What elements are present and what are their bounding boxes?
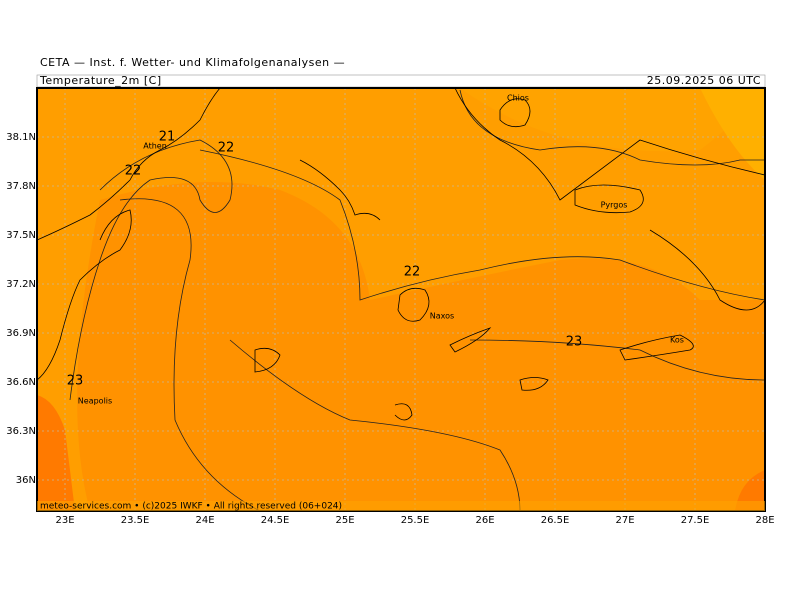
lat-label: 37.2N — [6, 279, 36, 290]
island — [394, 403, 413, 421]
contour — [459, 89, 765, 166]
island — [499, 98, 531, 128]
lat-label: 37.5N — [6, 230, 36, 241]
lat-label: 36.9N — [6, 328, 36, 339]
coastline — [37, 209, 132, 381]
grid — [37, 88, 765, 511]
place-label: Kos — [670, 336, 684, 345]
island — [519, 377, 549, 391]
contour-label: 21 — [159, 130, 176, 145]
lat-label: 36.6N — [6, 377, 36, 388]
lon-label: 27E — [615, 515, 634, 526]
lon-label: 23.5E — [121, 515, 150, 526]
contour-label: 23 — [67, 374, 84, 389]
lon-label: 28E — [755, 515, 774, 526]
contour-label: 22 — [218, 141, 235, 156]
contour — [229, 339, 521, 511]
contour — [69, 139, 233, 401]
place-label: Pyrgos — [601, 201, 628, 210]
field-cool — [700, 88, 765, 180]
island — [574, 184, 644, 214]
lon-label: 26.5E — [541, 515, 570, 526]
contour-label: 22 — [404, 265, 421, 280]
lat-label: 38.1N — [6, 132, 36, 143]
lat-label: 36N — [16, 475, 36, 486]
lon-label: 27.5E — [681, 515, 710, 526]
contour — [469, 339, 765, 381]
lon-label: 24E — [195, 515, 214, 526]
map-area — [37, 88, 765, 511]
place-label: Naxos — [430, 312, 454, 321]
contour — [199, 149, 765, 301]
time-title: 25.09.2025 06 UTC — [647, 74, 761, 87]
contour — [119, 198, 261, 511]
footer: meteo-services.com • (c)2025 IWKF • All … — [40, 502, 342, 512]
lon-label: 25.5E — [401, 515, 430, 526]
lat-label: 37.8N — [6, 181, 36, 192]
lon-label: 24.5E — [261, 515, 290, 526]
lon-label: 26E — [475, 515, 494, 526]
coastline — [649, 229, 765, 311]
source-title: CETA — Inst. f. Wetter- und Klimafolgena… — [40, 56, 345, 69]
coastline — [37, 88, 221, 241]
coastline — [454, 88, 765, 201]
place-label: Chios — [507, 94, 529, 103]
field-warmer — [77, 182, 765, 511]
lon-label: 23E — [55, 515, 74, 526]
island — [449, 327, 492, 353]
footer-strip — [37, 501, 765, 511]
place-label: Neapolis — [78, 397, 112, 406]
lon-label: 25E — [335, 515, 354, 526]
parameter-title: Temperature_2m [C] — [39, 74, 162, 87]
island — [619, 334, 694, 361]
island — [299, 159, 381, 221]
contour-label: 22 — [125, 164, 142, 179]
lat-label: 36.3N — [6, 426, 36, 437]
island — [254, 347, 281, 373]
field-hot — [37, 395, 75, 511]
place-label: Athen — [143, 142, 167, 151]
contour-label: 23 — [566, 335, 583, 350]
island — [397, 287, 430, 322]
